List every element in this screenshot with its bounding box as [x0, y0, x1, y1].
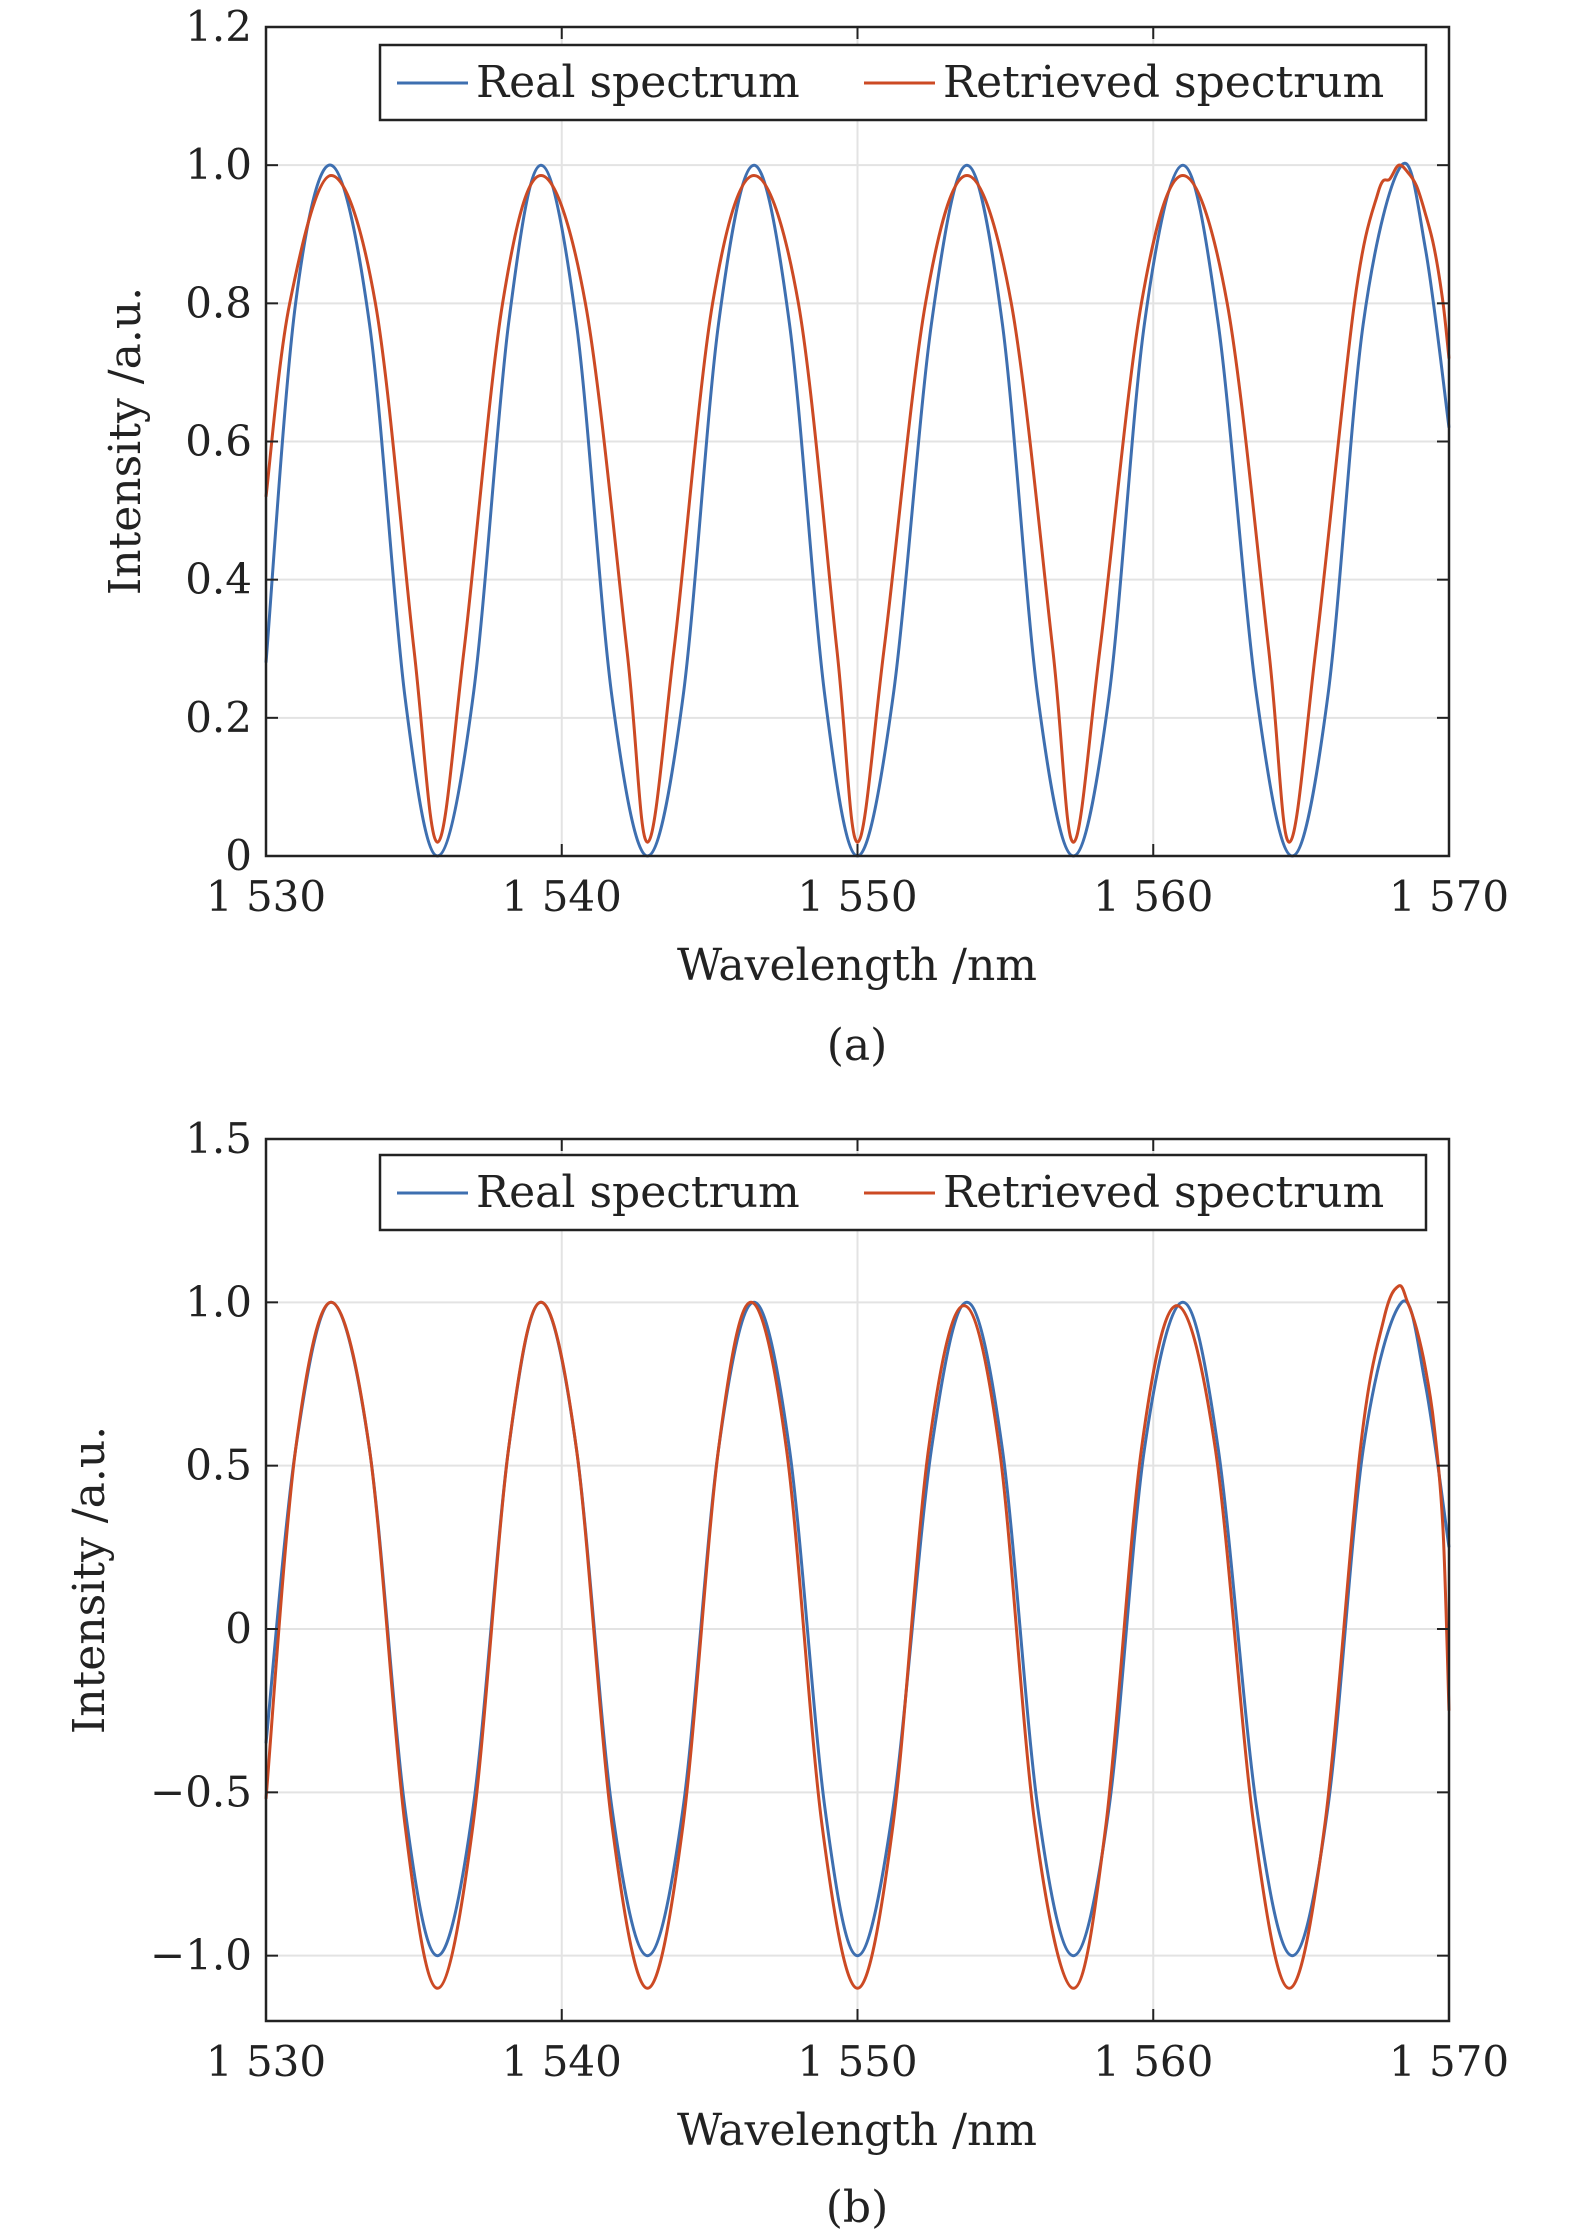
caption-b: (b) — [826, 2182, 889, 2233]
y-axis-label-b: Intensity /a.u. — [64, 1426, 115, 1734]
series-line-retrieved-a — [264, 163, 1451, 844]
y-tick-label-a-0: 0 — [225, 831, 252, 880]
x-tick-label-b-2: 1 550 — [797, 2037, 917, 2086]
y-tick-label-b-3: 0.5 — [185, 1441, 252, 1490]
grid-lines-b — [265, 1138, 1450, 2021]
series-line-real-b — [264, 1299, 1451, 1958]
chart-panel-a: 1 530 1 540 1 550 1 560 1 570 0 0.2 0.4 0.6 0.8 1.… — [100, 2, 1509, 1071]
y-tick-label-a-6: 1.2 — [185, 2, 252, 51]
series-line-retrieved-b — [264, 1284, 1451, 1990]
x-tick-label-b-0: 1 530 — [206, 2037, 326, 2086]
x-tick-label-b-1: 1 540 — [502, 2037, 622, 2086]
y-tick-label-b-4: 1.0 — [185, 1277, 252, 1326]
legend-label-real-a: Real spectrum — [476, 57, 800, 108]
grid-lines-a — [265, 26, 1450, 857]
y-tick-label-a-3: 0.6 — [185, 417, 252, 466]
chart-panel-b: 1 530 1 540 1 550 1 560 1 570 −1.0 −0.5 0 0.5 1.0… — [64, 1114, 1509, 2233]
legend-b: Real spectrum Retrieved spectrum — [378, 1153, 1428, 1232]
series-group-b — [264, 1284, 1451, 1990]
caption-a: (a) — [827, 1020, 888, 1071]
y-tick-label-a-4: 0.8 — [185, 278, 252, 327]
legend-label-real-b: Real spectrum — [476, 1167, 800, 1218]
x-tick-label-b-4: 1 570 — [1389, 2037, 1509, 2086]
tick-group-a: 1 530 1 540 1 550 1 560 1 570 0 0.2 0.4 0.6 0.8 1.… — [185, 2, 1509, 921]
tick-group-b: 1 530 1 540 1 550 1 560 1 570 −1.0 −0.5 0 0.5 1.0… — [150, 1114, 1509, 2086]
y-axis-label-a: Intensity /a.u. — [100, 287, 151, 595]
x-axis-label-b: Wavelength /nm — [677, 2105, 1037, 2156]
y-tick-label-b-1: −0.5 — [150, 1767, 252, 1816]
y-tick-label-a-1: 0.2 — [185, 693, 252, 742]
x-tick-label-a-0: 1 530 — [206, 872, 326, 921]
x-axis-label-a: Wavelength /nm — [677, 940, 1037, 991]
x-tick-label-a-3: 1 560 — [1093, 872, 1213, 921]
y-tick-label-b-0: −1.0 — [150, 1931, 252, 1980]
legend-label-retrieved-a: Retrieved spectrum — [943, 57, 1384, 108]
y-tick-label-a-5: 1.0 — [185, 140, 252, 189]
legend-a: Real spectrum Retrieved spectrum — [378, 43, 1428, 122]
y-tick-label-b-5: 1.5 — [185, 1114, 252, 1163]
x-tick-label-a-4: 1 570 — [1389, 872, 1509, 921]
y-tick-label-a-2: 0.4 — [185, 555, 252, 604]
x-tick-label-a-2: 1 550 — [797, 872, 917, 921]
series-line-real-a — [264, 161, 1451, 858]
y-tick-label-b-2: 0 — [225, 1604, 252, 1653]
series-group-a — [264, 161, 1451, 858]
x-tick-label-a-1: 1 540 — [502, 872, 622, 921]
x-tick-label-b-3: 1 560 — [1093, 2037, 1213, 2086]
legend-label-retrieved-b: Retrieved spectrum — [943, 1167, 1384, 1218]
